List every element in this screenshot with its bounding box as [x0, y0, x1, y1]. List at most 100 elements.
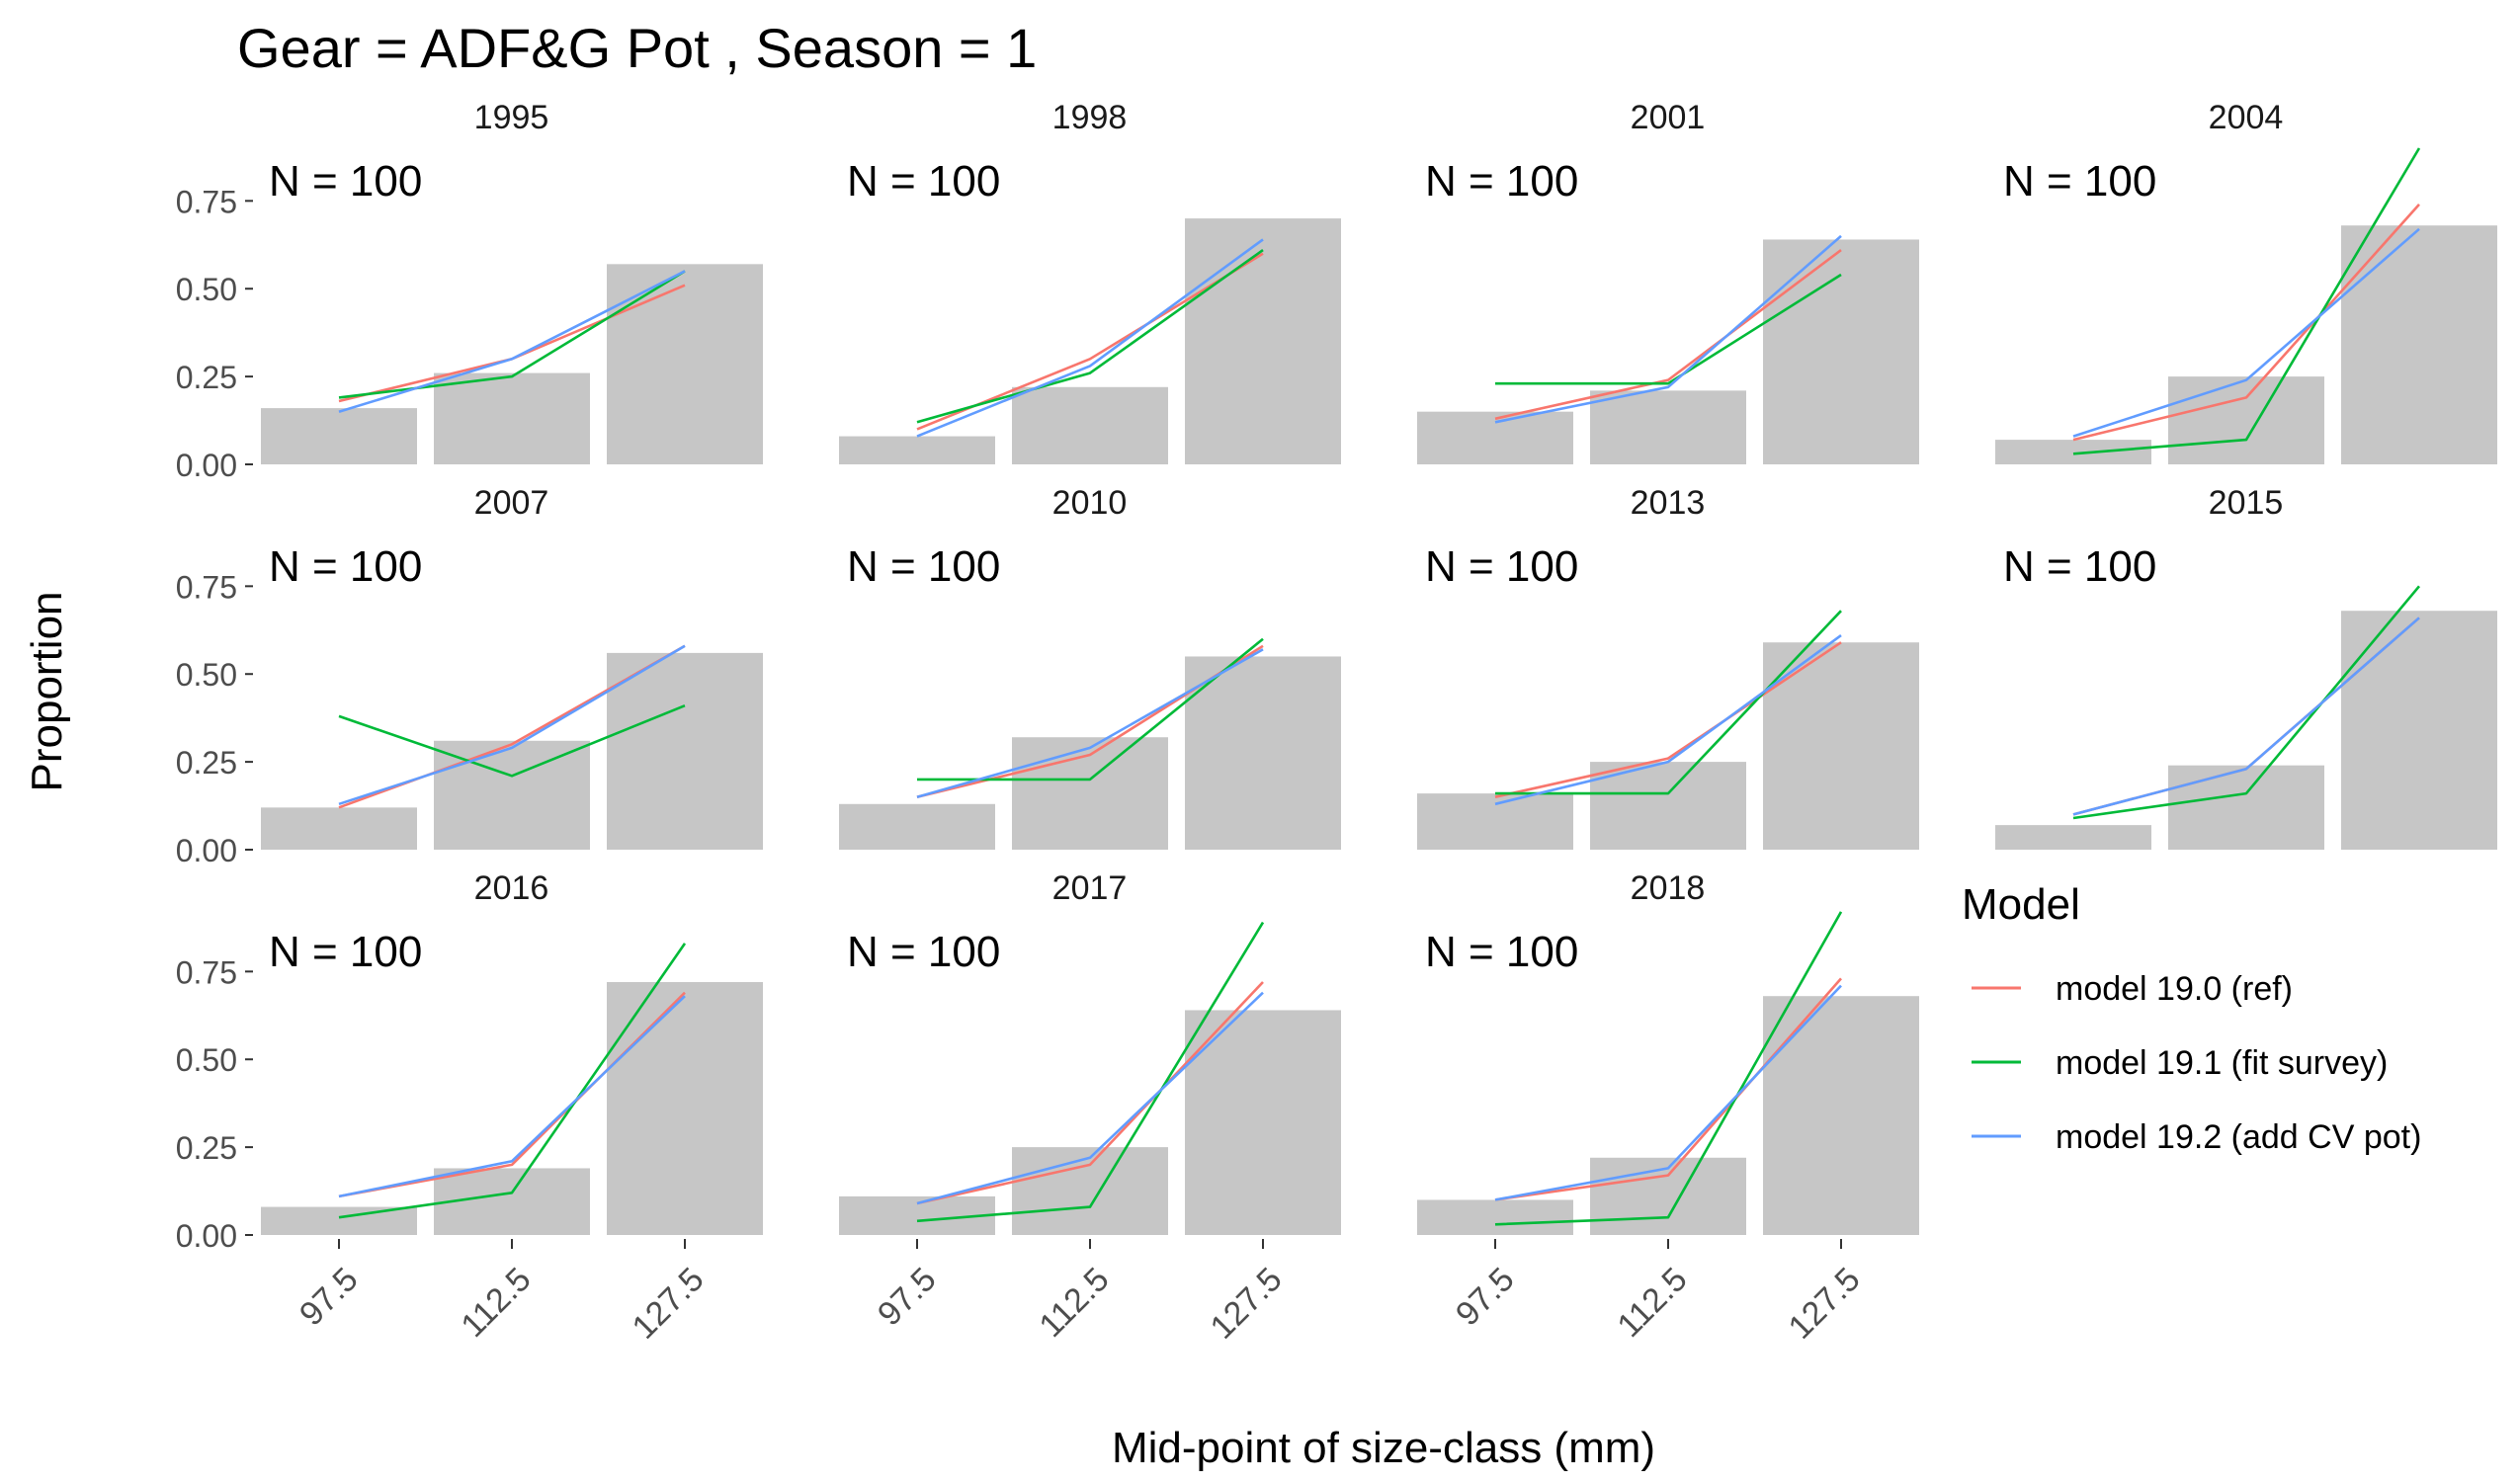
x-tick-label: 97.5: [293, 1261, 366, 1334]
series-line-2: [2072, 585, 2420, 820]
series-line-3: [1494, 984, 1842, 1201]
legend-entry-label: model 19.1 (fit survey): [2056, 1044, 2388, 1082]
legend-title: Model: [1962, 880, 2080, 929]
observed-bar: [2341, 225, 2497, 464]
observed-bar: [1185, 1010, 1341, 1235]
panel-year-label: 2001: [1631, 99, 1706, 136]
observed-bar: [1995, 825, 2151, 850]
observed-bar: [261, 408, 417, 464]
panel-year-label: 2015: [2209, 484, 2284, 522]
x-axis-label: Mid-point of size-class (mm): [1112, 1424, 1655, 1472]
y-axis-label: Proportion: [23, 591, 71, 791]
y-tick-label: 0.50: [176, 272, 237, 307]
panel-year-label: 1998: [1052, 99, 1128, 136]
panel-year-label: 1995: [474, 99, 549, 136]
observed-bar: [1185, 218, 1341, 464]
observed-bar: [1012, 1147, 1168, 1235]
series-line-2: [1495, 610, 1842, 795]
series-line-3: [916, 648, 1264, 798]
observed-bar: [434, 372, 590, 464]
series-line-2: [1495, 273, 1842, 385]
observed-bar: [607, 652, 763, 850]
y-tick-label: 0.50: [176, 657, 237, 693]
series-line-3: [338, 995, 686, 1198]
series-line-3: [338, 644, 686, 806]
y-tick-label: 0.25: [176, 745, 237, 781]
chart-title: Gear = ADF&G Pot , Season = 1: [237, 17, 1037, 79]
panel-2017: 2017 N = 100 97.5 112.5 127.5: [839, 869, 1341, 1347]
y-tick-label: 0.50: [176, 1042, 237, 1078]
series-line-1: [2072, 204, 2420, 442]
series-line-3: [2072, 617, 2420, 816]
panel-1995: 1995 N = 100 0.00 0.25 0.50 0.75: [176, 99, 763, 483]
sample-size-label: N = 100: [269, 157, 422, 206]
observed-bar: [261, 807, 417, 850]
observed-bar: [1763, 239, 1919, 464]
panel-2004: 2004 N = 100: [1995, 99, 2497, 464]
series-line-2: [338, 943, 687, 1219]
series-line-3: [338, 270, 686, 413]
x-tick-label: 112.5: [1610, 1261, 1694, 1345]
panel-year-label: 2017: [1052, 869, 1128, 907]
y-tick-label: 0.00: [176, 833, 237, 868]
panel-year-label: 2018: [1631, 869, 1706, 907]
panel-year-label: 2013: [1631, 484, 1706, 522]
observed-bar: [1763, 642, 1919, 850]
series-line-1: [1494, 249, 1842, 421]
observed-bar: [2341, 611, 2497, 850]
panel-2001: 2001 N = 100: [1417, 99, 1919, 464]
sample-size-label: N = 100: [1425, 928, 1578, 976]
sample-size-label: N = 100: [269, 542, 422, 591]
y-tick-label: 0.75: [176, 184, 237, 219]
series-line-3: [916, 238, 1264, 438]
series-line-1: [1494, 977, 1842, 1201]
series-line-2: [916, 921, 1265, 1223]
legend: Model model 19.0 (ref) model 19.1 (fit sur…: [1962, 880, 2421, 1156]
x-tick-label: 127.5: [1782, 1261, 1868, 1347]
observed-bar: [1995, 440, 2151, 464]
y-tick-label: 0.00: [176, 448, 237, 483]
observed-bar: [1590, 762, 1746, 850]
panel-2007: 2007 N = 100 0.00 0.25 0.50 0.75: [176, 484, 763, 868]
panel-2018: 2018 N = 100 97.5 112.5 127.5: [1417, 869, 1919, 1347]
series-line-1: [1494, 641, 1842, 798]
observed-bar: [839, 803, 995, 850]
series-line-2: [2072, 147, 2421, 455]
panel-1998: 1998 N = 100: [839, 99, 1341, 464]
observed-bar: [1590, 390, 1746, 464]
sample-size-label: N = 100: [2003, 542, 2156, 591]
observed-bar: [1763, 996, 1919, 1235]
series-line-2: [338, 703, 686, 778]
y-tick-label: 0.75: [176, 954, 237, 990]
observed-bar: [1590, 1157, 1746, 1235]
observed-bar: [261, 1206, 417, 1235]
observed-bar: [2168, 376, 2324, 464]
observed-bar: [607, 264, 763, 464]
sample-size-label: N = 100: [1425, 542, 1578, 591]
series-line-3: [1494, 634, 1842, 806]
panel-year-label: 2010: [1052, 484, 1128, 522]
sample-size-label: N = 100: [847, 928, 1000, 976]
sample-size-label: N = 100: [269, 928, 422, 976]
x-tick-label: 112.5: [454, 1261, 538, 1345]
x-tick-label: 127.5: [1204, 1261, 1290, 1347]
series-line-2: [1494, 911, 1843, 1226]
series-line-1: [916, 981, 1264, 1205]
series-line-3: [2072, 227, 2420, 438]
observed-bar: [1185, 656, 1341, 850]
x-tick-label: 112.5: [1032, 1261, 1116, 1345]
y-tick-label: 0.25: [176, 360, 237, 395]
panel-year-label: 2004: [2209, 99, 2284, 136]
y-tick-label: 0.75: [176, 569, 237, 605]
sample-size-label: N = 100: [847, 542, 1000, 591]
observed-bar: [839, 436, 995, 464]
panel-year-label: 2007: [474, 484, 549, 522]
observed-bar: [2168, 765, 2324, 850]
panel-2010: 2010 N = 100: [839, 484, 1341, 850]
legend-entry-label: model 19.0 (ref): [2056, 970, 2293, 1008]
series-line-3: [916, 991, 1264, 1205]
x-tick-label: 97.5: [871, 1261, 944, 1334]
observed-bar: [1417, 793, 1573, 850]
